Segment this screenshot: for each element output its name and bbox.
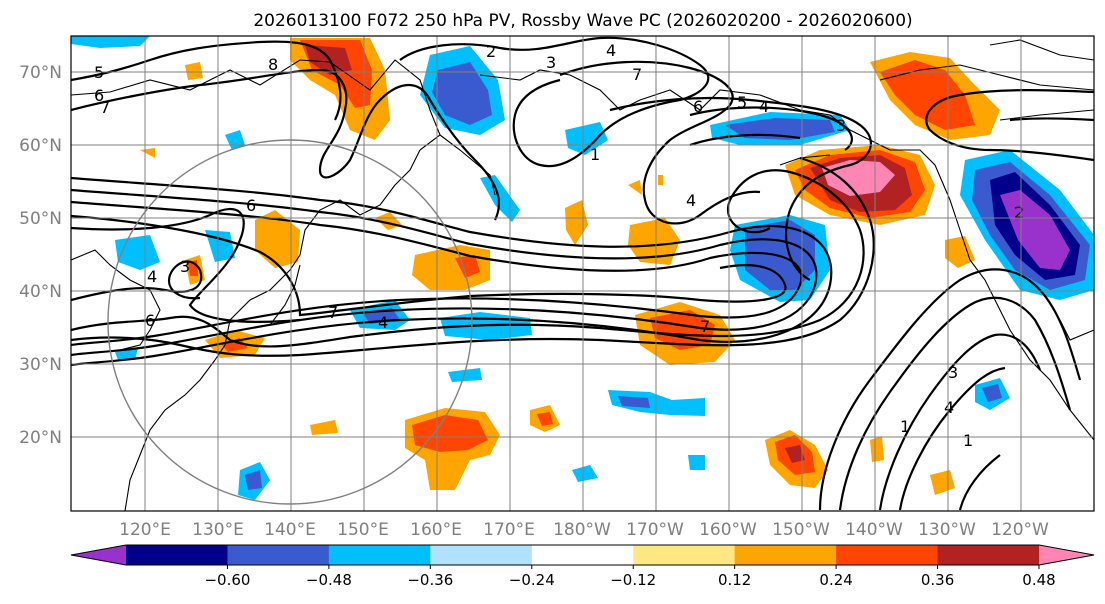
map-panel: 5 6 7 8 2 3 4 7 6 5 4 3 1 6 4 4 6 7 4 3	[70, 35, 1095, 512]
lon-label: 150°E	[337, 520, 389, 540]
colorbar-tick-label: 0.24	[819, 571, 852, 589]
radius-circle	[107, 139, 473, 505]
colorbar-tick-label: 0.12	[718, 571, 751, 589]
colorbar-segment	[227, 545, 330, 565]
graticule	[71, 36, 1095, 511]
lon-label: 160°W	[699, 520, 757, 540]
contour-label: 4	[944, 398, 954, 417]
pv-anomaly-shading	[71, 36, 1094, 500]
pv-contours	[71, 36, 1094, 511]
contour-label: 2	[486, 42, 496, 61]
colorbar-segment	[531, 545, 634, 565]
contour-label: 4	[378, 313, 388, 332]
lon-label: 160°E	[410, 520, 462, 540]
colorbar-segment	[937, 545, 1040, 565]
lon-label: 150°W	[772, 520, 830, 540]
colorbar-tick-label: −0.48	[306, 571, 352, 589]
map-frame	[70, 35, 1095, 512]
lon-label: 140°E	[264, 520, 316, 540]
contour-label: 6	[94, 86, 104, 105]
figure-title: 2026013100 F072 250 hPa PV, Rossby Wave …	[253, 11, 912, 31]
contour-label: 4	[686, 191, 696, 210]
contour-label: 1	[963, 431, 973, 450]
contour-label: 6	[145, 311, 155, 330]
contour-label: 4	[147, 267, 157, 286]
longitude-labels: 120°E 130°E 140°E 150°E 160°E 170°E 180°…	[119, 520, 1049, 540]
contour-label: 3	[836, 116, 846, 135]
lon-label: 130°W	[918, 520, 976, 540]
contour-label: 7	[100, 98, 110, 117]
contour-label: 1	[590, 145, 600, 164]
colorbar-outline	[70, 544, 1095, 566]
colorbar-tick-label: −0.60	[204, 571, 250, 589]
lon-label: 180°W	[553, 520, 611, 540]
lat-label: 20°N	[19, 428, 62, 448]
colorbar-segment	[126, 545, 228, 565]
lon-label: 120°E	[119, 520, 171, 540]
colorbar-tick-label: 0.36	[921, 571, 954, 589]
colorbar-segment	[734, 545, 837, 565]
lat-label: 50°N	[19, 209, 62, 229]
lon-label: 140°W	[845, 520, 903, 540]
contour-label: 3	[546, 53, 556, 72]
lon-label: 120°W	[991, 520, 1049, 540]
lat-label: 70°N	[19, 63, 62, 83]
lat-label: 60°N	[19, 136, 62, 156]
latitude-labels: 70°N 60°N 50°N 40°N 30°N 20°N	[19, 63, 62, 448]
pv-contour-labels: 5 6 7 8 2 3 4 7 6 5 4 3 1 6 4 4 6 7 4 3	[94, 41, 1024, 450]
colorbar-tick-labels: −0.60 −0.48 −0.36 −0.24 −0.12 0.12 0.24 0.36 0.4…	[204, 565, 1056, 589]
contour-label: 4	[759, 97, 769, 116]
colorbar-extend-low	[71, 545, 126, 565]
lon-label: 170°E	[483, 520, 535, 540]
contour-label: 6	[693, 97, 703, 116]
colorbar	[70, 544, 1095, 566]
contour-label: 3	[948, 363, 958, 382]
contour-label: 4	[606, 41, 616, 60]
colorbar-extend-high	[1039, 545, 1094, 565]
contour-label: 8	[268, 55, 278, 74]
contour-label: 3	[180, 257, 190, 276]
lat-label: 30°N	[19, 355, 62, 375]
colorbar-tick-label: 0.48	[1022, 571, 1055, 589]
colorbar-segment	[633, 545, 736, 565]
colorbar-segment	[328, 545, 431, 565]
contour-label: 1	[900, 417, 910, 436]
contour-label: 5	[737, 93, 747, 112]
lon-label: 130°E	[192, 520, 244, 540]
lon-label: 170°W	[626, 520, 684, 540]
contour-label: 7	[632, 65, 642, 84]
colorbar-tick-label: −0.12	[610, 571, 656, 589]
colorbar-tick-label: −0.24	[509, 571, 555, 589]
contour-label: 7	[700, 317, 710, 336]
contour-label: 2	[1014, 203, 1024, 222]
contour-label: 7	[328, 303, 338, 322]
contour-label: 6	[246, 196, 256, 215]
colorbar-segment	[430, 545, 533, 565]
colorbar-tick-label: −0.36	[407, 571, 453, 589]
colorbar-segment	[836, 545, 939, 565]
lat-label: 40°N	[19, 282, 62, 302]
